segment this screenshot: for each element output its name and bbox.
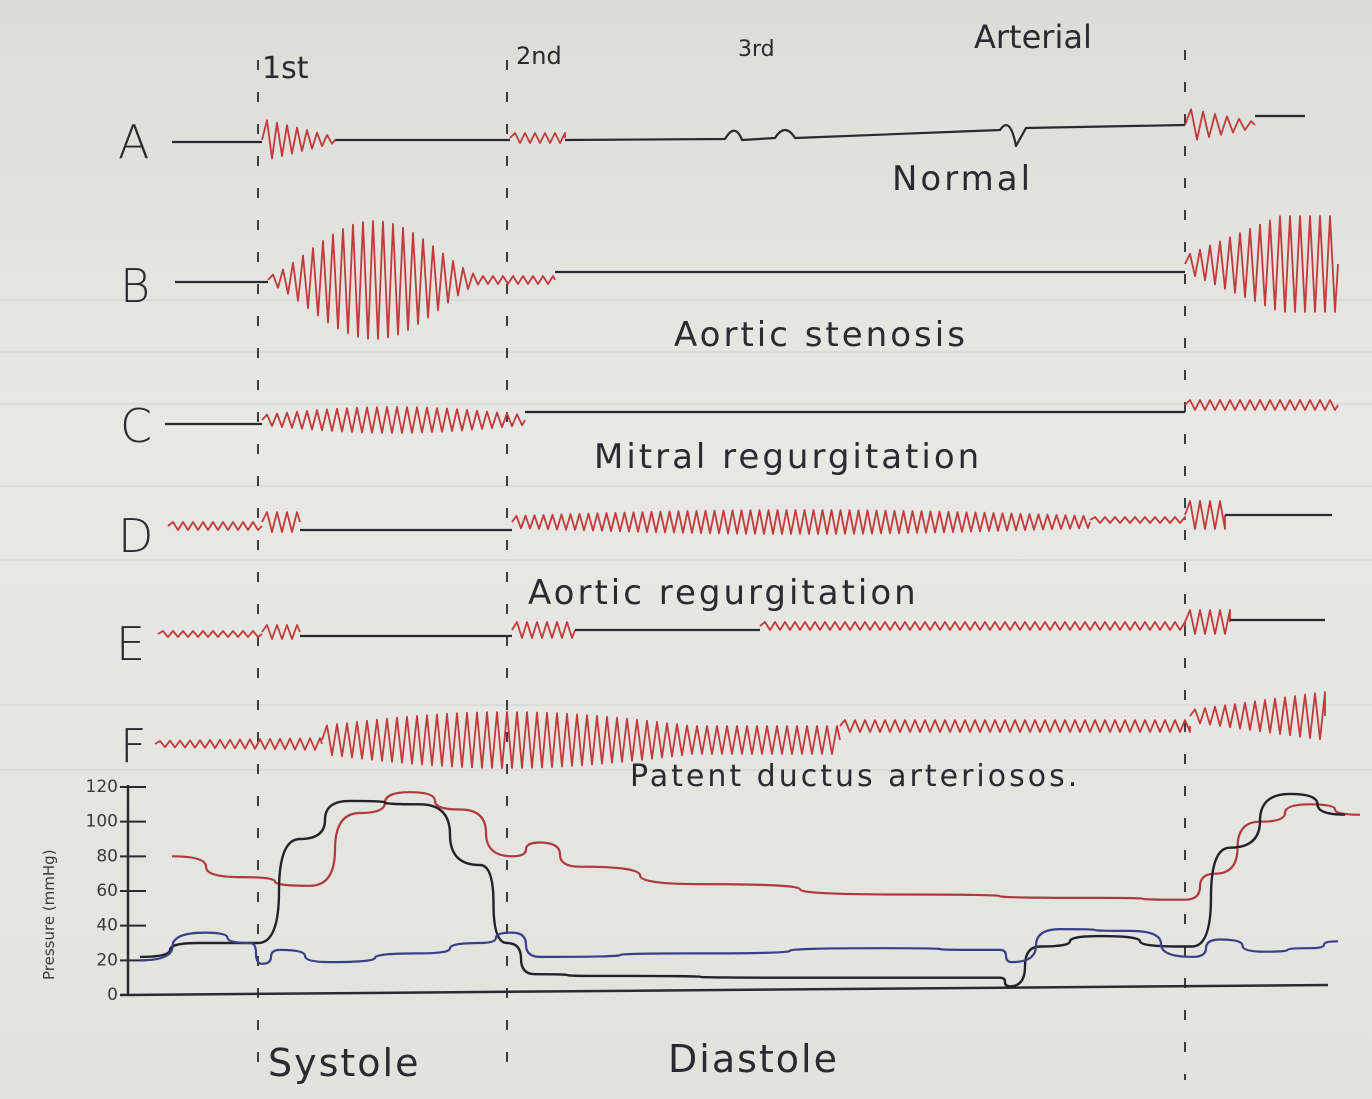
row-label-c: C [120, 399, 152, 453]
row-titles: Normal Aortic stenosis Mitral regurgitat… [528, 159, 1080, 794]
pressure-tick-label: 40 [96, 916, 118, 936]
aortic-pressure-curve [171, 791, 1361, 901]
pressure-tick-label: 120 [86, 777, 118, 797]
row-title-mitral-regurgitation: Mitral regurgitation [594, 437, 982, 477]
row-f-lead-in-murmur [154, 737, 323, 751]
row-label-f: F [120, 719, 146, 773]
paper-lines [0, 299, 1372, 771]
ventricular-pressure-curve [139, 792, 1346, 988]
row-b-next-murmur [1184, 215, 1339, 313]
arterial-sound-label: Arterial [974, 18, 1092, 56]
row-b-systolic-murmur [267, 220, 556, 340]
phase-labels: Systole Diastole [268, 1037, 839, 1085]
row-a-s2-burst [509, 132, 566, 144]
row-d-lead-in-murmur [167, 521, 263, 531]
pressure-chart: 0 20 40 60 80 100 120 Pressure (mmHg) [40, 777, 1361, 1005]
row-a-s1-burst [261, 119, 336, 160]
second-sound-label: 2nd [516, 42, 562, 70]
diastole-label: Diastole [668, 1037, 839, 1081]
pressure-y-ticks: 0 20 40 60 80 100 120 [86, 777, 146, 1005]
row-label-e: E [116, 617, 145, 671]
row-a-diastole-baseline [564, 123, 1186, 148]
row-c-next-murmur [1184, 399, 1339, 411]
row-e-late-murmur [759, 621, 1186, 631]
row-title-aortic-stenosis: Aortic stenosis [674, 315, 968, 355]
cycle-guides [257, 50, 1186, 1080]
row-d-s1-burst [261, 511, 301, 533]
pressure-zero-line [119, 983, 1329, 997]
row-e-lead-in-murmur [157, 630, 263, 638]
row-labels: A B C D E F [116, 115, 153, 773]
row-c-holosystolic-murmur [261, 406, 526, 434]
row-f-next-murmur [1189, 691, 1326, 741]
pressure-tick-label: 100 [86, 812, 118, 832]
row-e-s2-burst [511, 621, 576, 639]
row-a-next-s1-burst [1184, 108, 1256, 141]
pressure-y-label: Pressure (mmHg) [40, 849, 58, 980]
row-title-normal: Normal [892, 159, 1033, 199]
row-d-next-burst [1184, 500, 1226, 530]
pressure-tick-label: 80 [96, 846, 118, 866]
row-label-a: A [118, 115, 149, 169]
row-title-patent-ductus: Patent ductus arteriosos. [630, 759, 1080, 794]
atrial-pressure-curve [139, 927, 1339, 965]
row-f-continuous-murmur [321, 711, 841, 769]
phonocardiogram-traces [154, 108, 1339, 769]
row-e-s1-burst [261, 624, 301, 640]
row-d-murmur-tail [1089, 516, 1186, 524]
row-d-diastolic-murmur [511, 509, 1091, 535]
row-e-next-burst [1184, 609, 1231, 635]
third-sound-label: 3rd [738, 37, 775, 62]
systole-label: Systole [268, 1041, 421, 1085]
row-label-b: B [120, 259, 150, 313]
row-title-aortic-regurgitation: Aortic regurgitation [528, 573, 919, 613]
heart-sound-labels: 1st 2nd 3rd Arterial [262, 18, 1092, 86]
pressure-tick-label: 60 [96, 881, 118, 901]
row-f-diastolic-murmur [839, 719, 1191, 733]
pressure-tick-label: 0 [107, 985, 118, 1005]
first-sound-label: 1st [262, 51, 309, 86]
pressure-tick-label: 20 [96, 950, 118, 970]
row-label-d: D [118, 509, 153, 563]
